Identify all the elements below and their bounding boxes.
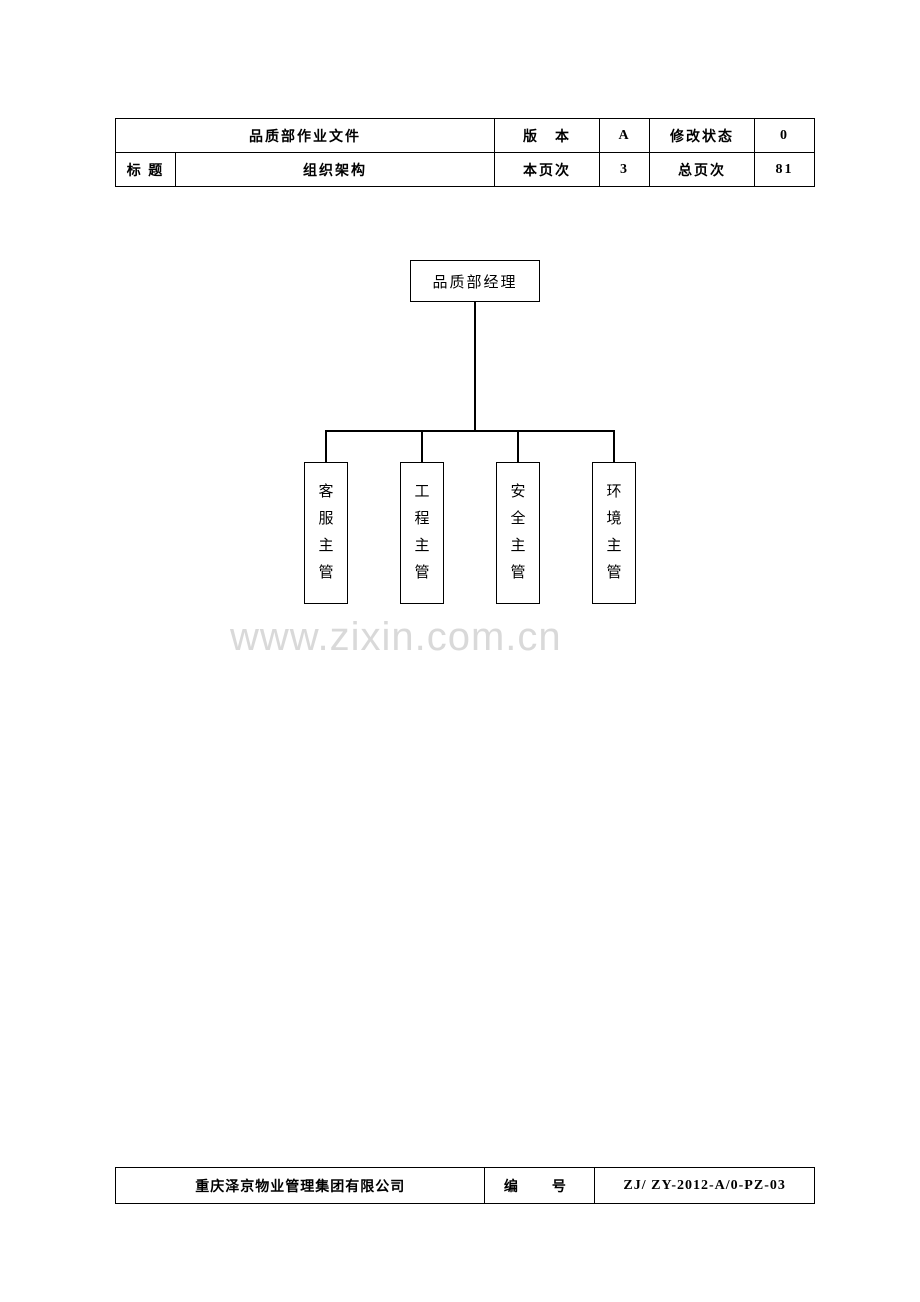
org-connector-drop: [613, 430, 615, 462]
footer-table: 重庆泽京物业管理集团有限公司 编 号 ZJ/ ZY-2012-A/0-PZ-03: [115, 1167, 815, 1204]
company-name: 重庆泽京物业管理集团有限公司: [116, 1168, 485, 1204]
org-connector-drop: [325, 430, 327, 462]
org-child-node: 安全主管: [496, 462, 540, 604]
title-label: 标 题: [116, 153, 176, 187]
title-value: 组织架构: [176, 153, 495, 187]
total-pages-value: 81: [755, 153, 815, 187]
revision-value: 0: [755, 119, 815, 153]
header-table: 品质部作业文件 版 本 A 修改状态 0 标 题 组织架构 本页次 3 总页次 …: [115, 118, 815, 187]
org-child-char: 境: [606, 506, 621, 533]
org-child-char: 管: [414, 560, 429, 587]
org-child-node: 环境主管: [592, 462, 636, 604]
org-child-char: 主: [510, 533, 525, 560]
org-connector-drop: [421, 430, 423, 462]
watermark-text: www.zixin.com.cn: [230, 615, 562, 660]
org-child-char: 全: [510, 506, 525, 533]
org-child-char: 工: [414, 479, 429, 506]
footer-row: 重庆泽京物业管理集团有限公司 编 号 ZJ/ ZY-2012-A/0-PZ-03: [116, 1168, 815, 1204]
org-connector-vertical: [474, 302, 476, 430]
doc-type: 品质部作业文件: [116, 119, 495, 153]
org-root-node: 品质部经理: [410, 260, 540, 302]
org-child-char: 管: [318, 560, 333, 587]
org-child-node: 工程主管: [400, 462, 444, 604]
header-row-1: 品质部作业文件 版 本 A 修改状态 0: [116, 119, 815, 153]
code-label: 编 号: [485, 1168, 595, 1204]
org-child-char: 管: [510, 560, 525, 587]
org-connector-drop: [517, 430, 519, 462]
org-child-char: 主: [606, 533, 621, 560]
org-connector-horizontal: [325, 430, 613, 432]
version-value: A: [600, 119, 650, 153]
org-child-char: 客: [318, 479, 333, 506]
code-value: ZJ/ ZY-2012-A/0-PZ-03: [595, 1168, 815, 1204]
page-value: 3: [600, 153, 650, 187]
org-child-char: 管: [606, 560, 621, 587]
org-child-char: 服: [318, 506, 333, 533]
org-child-char: 安: [510, 479, 525, 506]
revision-label: 修改状态: [650, 119, 755, 153]
org-child-char: 环: [606, 479, 621, 506]
header-row-2: 标 题 组织架构 本页次 3 总页次 81: [116, 153, 815, 187]
total-pages-label: 总页次: [650, 153, 755, 187]
org-child-char: 主: [414, 533, 429, 560]
org-child-char: 主: [318, 533, 333, 560]
org-child-node: 客服主管: [304, 462, 348, 604]
org-child-char: 程: [414, 506, 429, 533]
version-label: 版 本: [495, 119, 600, 153]
page-label: 本页次: [495, 153, 600, 187]
document-page: 品质部作业文件 版 本 A 修改状态 0 标 题 组织架构 本页次 3 总页次 …: [0, 0, 920, 1302]
